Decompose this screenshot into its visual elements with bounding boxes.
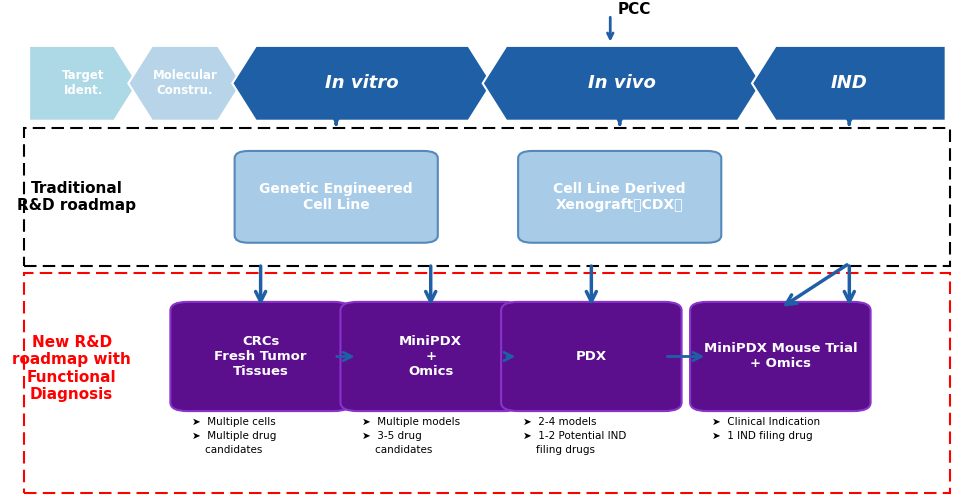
Text: ➤  Multiple models
➤  3-5 drug
    candidates: ➤ Multiple models ➤ 3-5 drug candidates [362,417,461,455]
Text: CRCs
Fresh Tumor
Tissues: CRCs Fresh Tumor Tissues [214,335,307,378]
Text: MiniPDX Mouse Trial
+ Omics: MiniPDX Mouse Trial + Omics [703,342,857,370]
FancyBboxPatch shape [235,151,438,243]
Text: ➤  Multiple cells
➤  Multiple drug
    candidates: ➤ Multiple cells ➤ Multiple drug candida… [192,417,276,455]
Text: In vivo: In vivo [588,74,656,92]
Polygon shape [29,46,138,121]
Polygon shape [752,46,946,121]
Text: Target
Ident.: Target Ident. [62,69,104,97]
Text: Traditional
R&D roadmap: Traditional R&D roadmap [16,181,136,213]
FancyBboxPatch shape [690,302,870,411]
Text: PCC: PCC [618,2,651,17]
FancyBboxPatch shape [170,302,351,411]
Polygon shape [128,46,242,121]
Text: ➤  Clinical Indication
➤  1 IND filing drug: ➤ Clinical Indication ➤ 1 IND filing dru… [712,417,820,441]
FancyBboxPatch shape [501,302,682,411]
FancyBboxPatch shape [340,302,521,411]
Polygon shape [232,46,492,121]
Text: Molecular
Constru.: Molecular Constru. [153,69,217,97]
Text: New R&D
roadmap with
Functional
Diagnosis: New R&D roadmap with Functional Diagnosi… [13,335,131,402]
Text: PDX: PDX [576,350,607,363]
Polygon shape [483,46,761,121]
Text: Cell Line Derived
Xenograft（CDX）: Cell Line Derived Xenograft（CDX） [554,182,686,212]
Text: ➤  2-4 models
➤  1-2 Potential IND
    filing drugs: ➤ 2-4 models ➤ 1-2 Potential IND filing … [523,417,626,455]
Text: MiniPDX
+
Omics: MiniPDX + Omics [399,335,462,378]
Text: IND: IND [831,74,867,92]
Text: In vitro: In vitro [326,74,399,92]
Text: Genetic Engineered
Cell Line: Genetic Engineered Cell Line [260,182,413,212]
FancyBboxPatch shape [518,151,722,243]
